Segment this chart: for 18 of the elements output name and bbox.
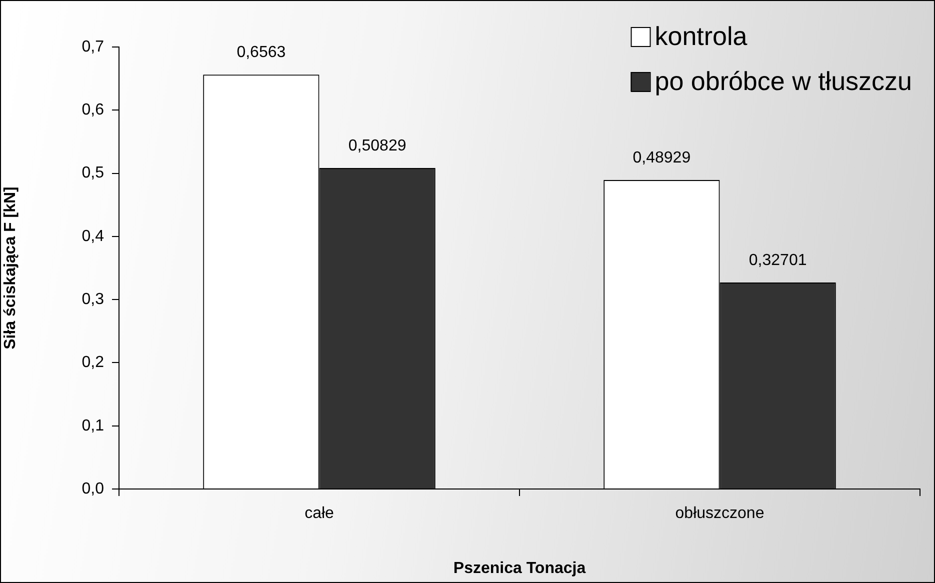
y-tick-label: 0,1 [82, 417, 104, 434]
y-tick-label: 0,4 [82, 228, 104, 245]
y-tick-label: 0,6 [82, 102, 104, 119]
legend-label: po obróbce w tłuszczu [654, 66, 912, 96]
data-label: 0,32701 [748, 252, 807, 269]
y-tick-label: 0,5 [82, 164, 104, 182]
y-tick-label: 0,2 [82, 354, 104, 372]
x-tick-label: całe [304, 505, 334, 522]
y-tick-label: 0,7 [82, 38, 104, 56]
x-axis-title: Pszenica Tonacja [453, 560, 586, 577]
y-axis-title: Siła ściskająca F [kN] [2, 186, 20, 350]
y-tick-label: 0,0 [82, 480, 104, 498]
data-label: 0,48929 [632, 149, 691, 166]
y-tick-label: 0,3 [82, 290, 104, 308]
legend-label: kontrola [654, 21, 748, 52]
x-tick-label: obłuszczone [675, 505, 764, 522]
data-label: 0,6563 [236, 44, 286, 61]
data-label: 0,50829 [348, 137, 406, 154]
